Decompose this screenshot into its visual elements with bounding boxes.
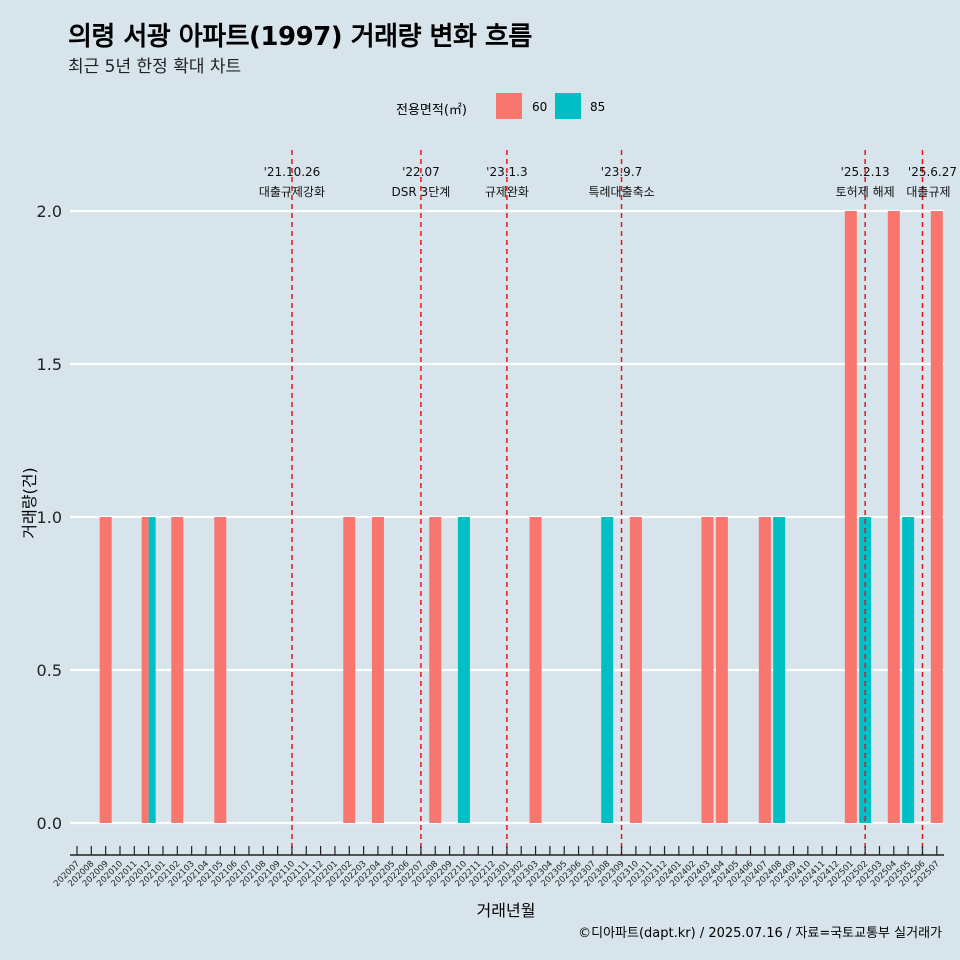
y-tick-label: 2.0 [37,202,62,221]
bar-60-202204 [371,517,384,823]
annotation-label: 토허제 해제 [836,185,895,199]
annotation-label: 규제완화 [485,185,529,199]
bar-60-202501 [844,211,857,823]
bar-60-202310 [629,517,642,823]
annotation-date: '22.07 [402,165,440,179]
bar-60-202105 [214,517,227,823]
x-axis-label: 거래년월 [476,901,536,920]
bar-60-202504 [887,211,900,823]
bar-60-202102 [171,517,184,823]
bar-60-202012 [141,517,149,823]
annotation-label: 대출규제강화 [259,185,325,199]
annotation-date: '21.10.26 [264,165,321,179]
bar-60-202009 [99,517,112,823]
bar-60-202303 [529,517,542,823]
chart-subtitle: 최근 5년 한정 확대 차트 [68,57,242,77]
annotation-date: '25.6.27 [908,165,957,179]
legend-label-85: 85 [590,100,606,114]
y-tick-label: 1.5 [37,355,62,374]
bar-60-202202 [343,517,356,823]
legend-label-60: 60 [532,100,548,114]
y-axis-label: 거래량(건) [20,467,39,539]
annotation-date: '23.9.7 [601,165,642,179]
bar-85-202505 [902,517,915,823]
bar-60-202404 [715,517,728,823]
bar-85-202502 [859,517,872,823]
y-tick-label: 1.0 [37,508,62,527]
annotation-date: '23.1.3 [486,165,527,179]
annotation-label: DSR 3단계 [392,185,451,199]
annotation-label: 특례대출축소 [588,185,654,199]
bar-60-202407 [758,517,771,823]
bar-85-202308 [601,517,614,823]
caption: ©디아파트(dapt.kr) / 2025.07.16 / 자료=국토교통부 실… [578,926,942,941]
bar-85-202210 [457,517,470,823]
bar-85-202012 [148,517,156,823]
legend: 전용면적(㎡) 60 85 [0,92,960,122]
annotation-label: 대출규제 [906,185,950,199]
annotation-date: '25.2.13 [841,165,890,179]
y-tick-label: 0.5 [37,661,62,680]
bar-85-202408 [773,517,786,823]
chart-title: 의령 서광 아파트(1997) 거래량 변화 흐름 [68,22,532,52]
legend-title: 전용면적(㎡) [396,103,467,118]
bar-60-202403 [701,517,714,823]
bar-60-202208 [429,517,442,823]
legend-swatch-60 [496,93,522,119]
bar-60-202507 [930,211,943,823]
y-tick-label: 0.0 [37,814,62,833]
legend-swatch-85 [555,93,581,119]
